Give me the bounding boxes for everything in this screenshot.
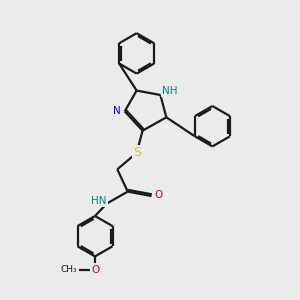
Text: N: N	[112, 106, 120, 116]
Text: O: O	[154, 190, 162, 200]
Text: S: S	[133, 146, 141, 160]
Text: HN: HN	[91, 196, 106, 206]
Text: O: O	[92, 265, 100, 275]
Text: NH: NH	[162, 85, 178, 96]
Text: CH₃: CH₃	[61, 265, 77, 274]
